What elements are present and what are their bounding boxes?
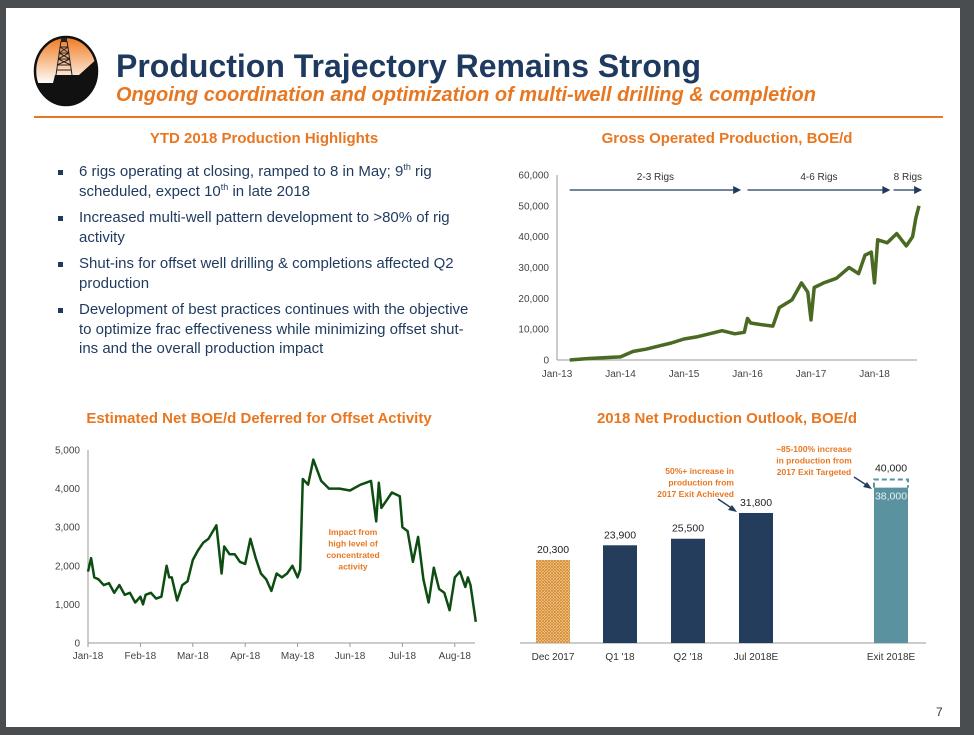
- bar-value-label: 20,300: [537, 544, 569, 556]
- deferred-series-line: [86, 458, 478, 622]
- x-category-label: Q1 '18: [605, 652, 635, 663]
- x-tick-label: Jan-18: [73, 651, 104, 662]
- impact-annotation-line: high level of: [328, 539, 378, 549]
- page-title: Production Trajectory Remains Strong: [116, 48, 701, 84]
- outlook-chart-title: 2018 Net Production Outlook, BOE/d: [596, 410, 858, 427]
- impact-annotation-line: Impact from: [329, 527, 378, 537]
- rig-period-label: 4-6 Rigs: [800, 172, 837, 183]
- x-tick-label: Jun-18: [335, 651, 366, 662]
- target-value-label: 40,000: [875, 462, 907, 474]
- y-tick-label: 4,000: [55, 484, 80, 495]
- y-tick-label: 2,000: [55, 561, 80, 572]
- x-tick-label: Feb-18: [125, 651, 157, 662]
- arrowhead-icon: [882, 186, 891, 194]
- y-tick-label: 30,000: [518, 263, 549, 274]
- y-tick-label: 20,000: [518, 294, 549, 305]
- deferred-chart-title: Estimated Net BOE/d Deferred for Offset …: [86, 410, 432, 427]
- x-tick-label: Jan-16: [732, 369, 763, 380]
- x-tick-label: Jan-17: [796, 369, 827, 380]
- gross-chart-title: Gross Operated Production, BOE/d: [601, 130, 853, 147]
- y-tick-label: 0: [74, 639, 80, 650]
- bar-value-label: 38,000: [875, 491, 907, 503]
- header-divider: [34, 116, 943, 118]
- y-tick-label: 3,000: [55, 523, 80, 534]
- impact-annotation-line: concentrated: [326, 550, 379, 560]
- arrowhead-icon: [728, 505, 737, 512]
- achieved-annotation-line: production from: [668, 478, 734, 488]
- x-tick-label: Apr-18: [230, 651, 260, 662]
- bar: [874, 487, 908, 643]
- highlights-list: 6 rigs operating at closing, ramped to 8…: [54, 162, 474, 366]
- y-tick-label: 5,000: [55, 446, 80, 457]
- x-tick-label: Jan-14: [605, 369, 636, 380]
- targeted-annotation-line: ~85-100% increase: [776, 444, 852, 454]
- x-category-label: Q2 '18: [673, 652, 703, 663]
- x-category-label: Dec 2017: [532, 652, 575, 663]
- x-tick-label: Mar-18: [177, 651, 209, 662]
- bar-value-label: 31,800: [740, 497, 772, 509]
- x-category-label: Exit 2018E: [867, 652, 916, 663]
- highlight-item: Shut-ins for offset well drilling & comp…: [54, 254, 474, 293]
- page-subtitle: Ongoing coordination and optimization of…: [116, 84, 816, 106]
- highlights-title: YTD 2018 Production Highlights: [149, 130, 379, 147]
- arrowhead-icon: [914, 186, 923, 194]
- bar: [739, 512, 773, 643]
- targeted-annotation-line: in production from: [776, 456, 852, 466]
- y-tick-label: 50,000: [518, 201, 549, 212]
- y-tick-label: 1,000: [55, 600, 80, 611]
- bar: [603, 545, 637, 643]
- y-tick-label: 60,000: [518, 171, 549, 182]
- x-tick-label: Jan-15: [669, 369, 700, 380]
- rig-period-label: 2-3 Rigs: [637, 172, 674, 183]
- x-category-label: Jul 2018E: [734, 652, 779, 663]
- production-series-line: [569, 205, 921, 362]
- targeted-annotation-line: 2017 Exit Targeted: [777, 467, 852, 477]
- arrowhead-icon: [733, 186, 742, 194]
- slide: Production Trajectory Remains Strong Ong…: [6, 8, 960, 727]
- bar-value-label: 23,900: [604, 529, 636, 541]
- bullet-icon: [58, 170, 63, 175]
- x-tick-label: Jan-18: [859, 369, 890, 380]
- x-tick-label: May-18: [281, 651, 315, 662]
- x-tick-label: Jul-18: [389, 651, 417, 662]
- highlight-item: 6 rigs operating at closing, ramped to 8…: [54, 162, 474, 201]
- impact-annotation-line: activity: [338, 562, 368, 572]
- x-tick-label: Jan-13: [542, 369, 573, 380]
- target-range-outline: [873, 478, 909, 488]
- page-number: 7: [936, 705, 943, 719]
- rig-period-label: 8 Rigs: [894, 172, 922, 183]
- highlight-item: Increased multi-well pattern development…: [54, 208, 474, 247]
- y-tick-label: 10,000: [518, 325, 549, 336]
- x-tick-label: Aug-18: [439, 651, 472, 662]
- achieved-annotation-line: 50%+ increase in: [665, 466, 734, 476]
- y-tick-label: 40,000: [518, 232, 549, 243]
- oil-derrick-logo-icon: [33, 35, 99, 107]
- bullet-icon: [58, 216, 63, 221]
- bullet-icon: [58, 308, 63, 313]
- bar-value-label: 25,500: [672, 523, 704, 535]
- bar: [671, 538, 705, 643]
- bullet-icon: [58, 262, 63, 267]
- arrowhead-icon: [863, 482, 872, 489]
- bar: [536, 560, 570, 643]
- y-tick-label: 0: [543, 356, 549, 367]
- highlight-item: Development of best practices continues …: [54, 300, 474, 359]
- achieved-annotation-line: 2017 Exit Achieved: [657, 489, 734, 499]
